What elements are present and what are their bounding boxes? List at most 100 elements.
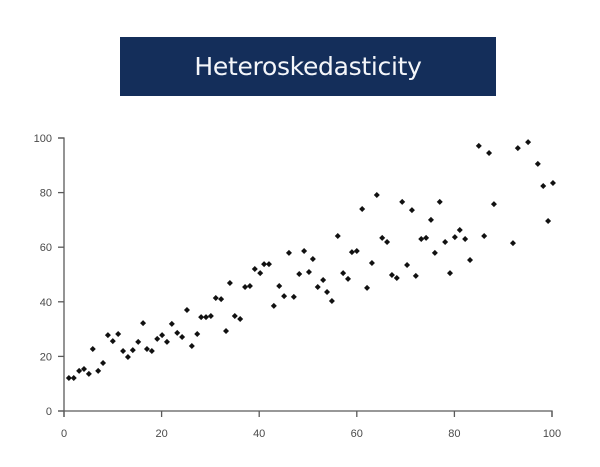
x-tick-label: 60 — [351, 428, 363, 440]
data-point-marker — [456, 227, 463, 234]
data-point-marker — [120, 347, 127, 354]
data-point-marker — [301, 248, 308, 255]
data-points — [65, 139, 556, 381]
data-point-marker — [324, 288, 331, 295]
data-point-marker — [314, 284, 321, 291]
chart-title: Heteroskedasticity — [194, 52, 422, 81]
data-point-marker — [207, 312, 214, 319]
data-point-marker — [447, 270, 454, 277]
data-point-marker — [231, 312, 238, 319]
data-point-marker — [368, 260, 375, 267]
data-point-marker — [154, 335, 161, 342]
data-point-marker — [188, 343, 195, 350]
data-point-marker — [364, 284, 371, 291]
data-point-marker — [462, 236, 469, 243]
data-point-marker — [296, 270, 303, 277]
data-point-marker — [159, 332, 166, 339]
y-tick-label: 40 — [40, 297, 52, 309]
data-point-marker — [467, 257, 474, 264]
data-point-marker — [404, 261, 411, 268]
data-point-marker — [85, 370, 92, 377]
data-point-marker — [285, 249, 292, 256]
data-point-marker — [379, 234, 386, 241]
x-tick-label: 100 — [543, 428, 561, 440]
data-point-marker — [65, 374, 72, 381]
data-point-marker — [475, 142, 482, 149]
data-point-marker — [143, 346, 150, 353]
data-point-marker — [490, 201, 497, 208]
data-point-marker — [81, 365, 88, 372]
data-point-marker — [418, 236, 425, 243]
data-point-marker — [168, 320, 175, 327]
data-point-marker — [486, 150, 493, 157]
data-point-marker — [251, 266, 258, 273]
data-point-marker — [246, 282, 253, 289]
data-point-marker — [174, 329, 181, 336]
data-point-marker — [261, 261, 268, 268]
y-tick-label: 0 — [46, 406, 52, 418]
data-point-marker — [359, 205, 366, 212]
data-point-marker — [104, 332, 111, 339]
x-tick-label: 80 — [448, 428, 460, 440]
data-point-marker — [384, 239, 391, 246]
data-point-marker — [198, 314, 205, 321]
data-point-marker — [328, 297, 335, 304]
data-point-marker — [148, 347, 155, 354]
data-point-marker — [242, 284, 249, 291]
data-point-marker — [334, 233, 341, 240]
data-point-marker — [226, 279, 233, 286]
data-point-marker — [257, 270, 264, 277]
data-point-marker — [509, 240, 516, 247]
data-point-marker — [95, 367, 102, 374]
data-point-marker — [265, 261, 272, 268]
data-point-marker — [218, 296, 225, 303]
data-point-marker — [399, 198, 406, 205]
data-point-marker — [183, 306, 190, 313]
data-point-marker — [276, 282, 283, 289]
data-point-marker — [481, 233, 488, 240]
data-point-marker — [290, 293, 297, 300]
data-point-marker — [309, 255, 316, 262]
data-point-marker — [525, 139, 532, 146]
y-tick-label: 80 — [40, 188, 52, 200]
x-axis-ticks: 0 20 40 60 80 100 — [61, 411, 561, 440]
data-point-marker — [305, 269, 312, 276]
data-point-marker — [540, 183, 547, 190]
data-point-marker — [423, 234, 430, 241]
data-point-marker — [514, 145, 521, 152]
data-point-marker — [124, 353, 131, 360]
data-point-marker — [451, 234, 458, 241]
data-point-marker — [163, 338, 170, 345]
data-point-marker — [70, 374, 77, 381]
y-tick-label: 60 — [40, 242, 52, 254]
data-point-marker — [545, 217, 552, 224]
data-point-marker — [388, 272, 395, 279]
data-point-marker — [89, 346, 96, 353]
data-point-marker — [140, 320, 147, 327]
data-point-marker — [348, 249, 355, 256]
x-tick-label: 0 — [61, 428, 67, 440]
data-point-marker — [442, 239, 449, 246]
data-point-marker — [281, 293, 288, 300]
axes — [58, 137, 553, 417]
data-point-marker — [393, 275, 400, 282]
data-point-marker — [427, 216, 434, 223]
x-tick-label: 20 — [155, 428, 167, 440]
data-point-marker — [135, 338, 142, 345]
data-point-marker — [179, 334, 186, 341]
data-point-marker — [212, 294, 219, 301]
y-tick-label: 100 — [34, 133, 52, 145]
data-point-marker — [549, 180, 556, 187]
data-point-marker — [320, 276, 327, 283]
data-point-marker — [203, 314, 210, 321]
data-point-marker — [129, 347, 136, 354]
data-point-marker — [373, 192, 380, 199]
data-point-marker — [534, 160, 541, 167]
chart-title-banner: Heteroskedasticity — [120, 37, 496, 96]
data-point-marker — [76, 367, 83, 374]
data-point-marker — [100, 359, 107, 366]
data-point-marker — [345, 275, 352, 282]
x-axis-line — [58, 410, 553, 417]
data-point-marker — [109, 338, 116, 345]
